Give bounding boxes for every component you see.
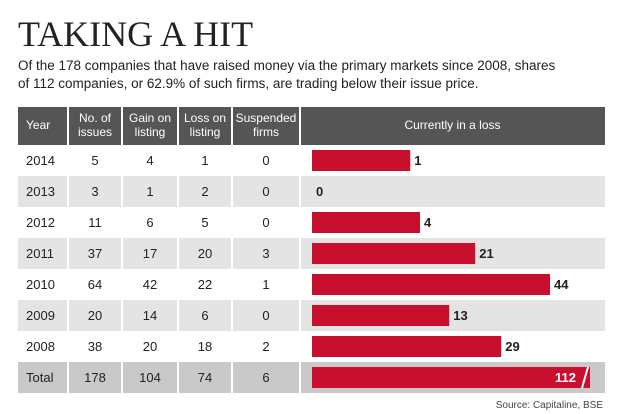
header-row [18,107,605,145]
bar-label: 21 [479,246,493,261]
cell: 37 [88,246,102,261]
bar-label: 0 [316,184,323,199]
cell: 38 [88,339,102,354]
cell: 2 [201,184,208,199]
cell: 14 [143,308,157,323]
subtitle: Of the 178 companies that have raised mo… [18,58,556,73]
cell: 1 [201,153,208,168]
cell: 0 [262,184,269,199]
row-background [18,176,605,207]
cell: Total [26,370,54,385]
cell: 18 [198,339,212,354]
subtitle: of 112 companies, or 62.9% of such firms… [18,76,478,91]
column-header: Year [26,118,50,132]
bar-label: 44 [554,277,569,292]
cell: 5 [91,153,98,168]
title: TAKING A HIT [18,14,253,54]
cell: 1 [262,277,269,292]
cell: 5 [201,215,208,230]
bar [312,150,411,171]
cell: 2011 [26,246,54,261]
column-header: No. of [79,111,112,125]
column-header: Loss on [184,111,226,125]
cell: 4 [146,153,153,168]
cell: 2009 [26,308,55,323]
row-background [18,238,605,269]
cell: 2014 [26,153,55,168]
cell: 22 [198,277,212,292]
column-header: Suspended [236,111,297,125]
column-header: listing [135,125,166,139]
bar-label: 29 [505,339,519,354]
row-background [18,300,605,331]
cell: 2013 [26,184,55,199]
cell: 0 [262,215,269,230]
cell: 0 [262,308,269,323]
cell: 2012 [26,215,55,230]
cell: 0 [262,153,269,168]
bar [312,274,550,295]
break-mark [581,366,589,389]
cell: 3 [91,184,98,199]
cell: 74 [198,370,212,385]
cell: 3 [262,246,269,261]
cell: 6 [201,308,208,323]
cell: 11 [88,215,102,230]
column-header: issues [78,125,112,139]
cell: 2 [262,339,269,354]
cell: 64 [88,277,102,292]
cell: 2010 [26,277,55,292]
cell: 17 [143,246,157,261]
cell: 1 [146,184,153,199]
cell: 104 [139,370,161,385]
bar-label: 4 [424,215,432,230]
cell: 2008 [26,339,55,354]
bar [312,367,590,388]
cell: 20 [88,308,102,323]
cell: 6 [146,215,153,230]
column-header: firms [253,125,279,139]
cell: 42 [143,277,157,292]
bar [312,336,502,357]
bar [312,243,476,264]
column-header: listing [190,125,221,139]
bar-label: 112 [555,370,576,385]
cell: 6 [262,370,269,385]
row-background [18,145,605,176]
column-header: Currently in a loss [404,118,500,132]
bar [312,212,420,233]
source: Source: Capitaline, BSE [496,400,604,411]
bar [312,305,450,326]
row-background [18,331,605,362]
cell: 20 [143,339,157,354]
cell: 178 [84,370,106,385]
cell: 20 [198,246,212,261]
bar-label: 13 [453,308,467,323]
bar-label: 1 [414,153,421,168]
column-header: Gain on [129,111,171,125]
row-background [18,207,605,238]
